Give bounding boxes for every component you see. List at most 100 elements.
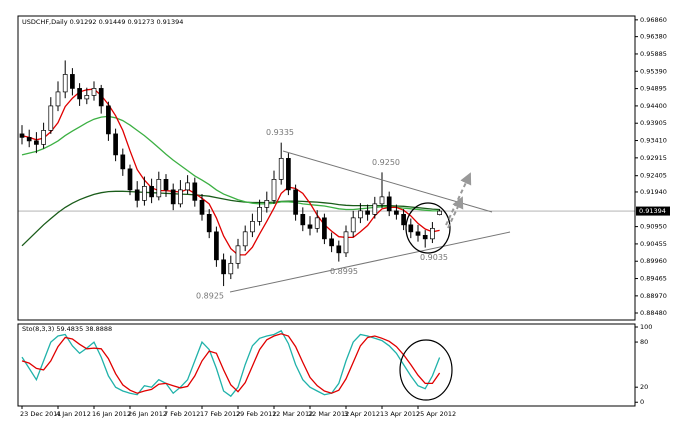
candle-body xyxy=(264,200,270,208)
highlight-circle xyxy=(405,202,451,254)
candle-body xyxy=(350,217,356,233)
x-tick-label: 22 Mar 2012 xyxy=(308,410,349,418)
candle-body xyxy=(293,189,298,215)
candle-body xyxy=(408,224,414,233)
candle-body xyxy=(221,259,226,275)
candle-body xyxy=(437,210,442,215)
y-tick-label: 20 xyxy=(640,383,648,391)
y-tick-label: 0.94895 xyxy=(640,85,667,93)
candle-body xyxy=(278,158,284,180)
annotation: 0.9335 xyxy=(266,128,294,137)
annotation: 0.9035 xyxy=(420,253,448,262)
candle-body xyxy=(113,133,118,156)
candle-body xyxy=(394,210,399,215)
candle-body xyxy=(48,105,54,131)
y-tick-label: 80 xyxy=(640,338,648,346)
candle-body xyxy=(250,220,255,233)
candle-body xyxy=(91,88,97,96)
highlight-circle xyxy=(399,339,453,401)
candle-body xyxy=(41,130,46,145)
current-price-box xyxy=(636,206,670,216)
y-tick-label: 0 xyxy=(640,398,644,406)
y-tick-label: 0.93410 xyxy=(640,137,667,145)
candle-body xyxy=(322,217,327,240)
x-tick-label: 17 Feb 2012 xyxy=(200,410,240,418)
y-tick-label: 0.91940 xyxy=(640,188,667,196)
candle-body xyxy=(242,231,248,247)
candle-body xyxy=(336,245,342,254)
candle-body xyxy=(70,74,75,89)
candle-body xyxy=(343,231,349,254)
candle-body xyxy=(77,88,82,100)
y-tick-label: 0.95885 xyxy=(640,50,667,58)
y-tick-label: 0.93905 xyxy=(640,119,667,127)
series-line xyxy=(21,190,440,247)
series-line xyxy=(21,88,440,256)
y-tick-label: 0.96380 xyxy=(640,33,667,41)
series-line xyxy=(21,333,441,394)
y-tick-label: 0.89960 xyxy=(640,257,667,265)
candle-body xyxy=(55,91,61,107)
annotation: 0.8925 xyxy=(196,292,224,301)
candle-body xyxy=(142,186,147,201)
candle-body xyxy=(185,182,190,191)
oscillator-title: Sto(8,3,3) 59.4835 38.8888 xyxy=(22,325,112,333)
x-tick-label: 12 Mar 2012 xyxy=(272,410,313,418)
current-price-label: 0.91394 xyxy=(639,207,666,215)
x-tick-label: 25 Apr 2012 xyxy=(416,410,456,418)
candle-body xyxy=(300,214,306,226)
candle-body xyxy=(192,182,198,201)
candle-body xyxy=(98,88,104,107)
y-tick-label: 0.92915 xyxy=(640,154,667,162)
x-tick-label: 3 Apr 2012 xyxy=(344,410,380,418)
annotation: 0.9250 xyxy=(372,158,400,167)
candle-body xyxy=(149,186,154,198)
x-tick-label: 4 Jan 2012 xyxy=(56,410,91,418)
candle-body xyxy=(206,214,212,233)
y-tick-label: 0.94400 xyxy=(640,102,667,110)
x-tick-label: 29 Feb 2012 xyxy=(236,410,276,418)
y-tick-label: 0.90950 xyxy=(640,223,667,231)
candle-body xyxy=(415,231,421,236)
chart-title: USDCHF,Daily 0.91292 0.91449 0.91273 0.9… xyxy=(22,18,183,26)
candle-body xyxy=(199,200,205,215)
candle-body xyxy=(257,207,262,222)
candle-body xyxy=(214,231,219,261)
y-tick-label: 0.88480 xyxy=(640,309,667,317)
y-tick-label: 0.89465 xyxy=(640,275,667,283)
candle-body xyxy=(163,179,169,191)
candle-body xyxy=(228,262,234,275)
candle-body xyxy=(379,196,385,205)
candle-body xyxy=(386,196,392,212)
candle-body xyxy=(329,238,334,247)
x-tick-label: 16 Jan 2012 xyxy=(92,410,131,418)
candle-body xyxy=(235,245,241,264)
candle-body xyxy=(271,179,277,201)
y-tick-label: 0.96860 xyxy=(640,16,667,24)
candle-body xyxy=(19,133,25,138)
candle-body xyxy=(120,154,126,170)
y-tick-label: 0.90455 xyxy=(640,240,667,248)
y-tick-label: 0.92405 xyxy=(640,172,667,180)
candle-body xyxy=(134,189,140,201)
annotation: 0.8995 xyxy=(330,267,358,276)
candle-body xyxy=(84,95,90,100)
y-tick-label: 0.88970 xyxy=(640,292,667,300)
candle-body xyxy=(422,234,428,240)
projection-arrow xyxy=(447,196,464,229)
y-tick-label: 100 xyxy=(640,323,652,331)
candle-body xyxy=(156,179,162,198)
candle-body xyxy=(430,227,435,240)
candle-body xyxy=(365,210,370,215)
price-frame xyxy=(17,15,636,321)
price-panel: 0.96860 0.96380 0.95885 0.95390 0.94895 0.944… xyxy=(18,16,670,317)
candle-body xyxy=(26,137,32,142)
candle-body xyxy=(401,214,406,226)
x-tick-label: 26 Jan 2012 xyxy=(128,410,167,418)
candle-body xyxy=(286,158,291,191)
oscillator-frame xyxy=(17,323,636,407)
candle-body xyxy=(372,203,378,215)
